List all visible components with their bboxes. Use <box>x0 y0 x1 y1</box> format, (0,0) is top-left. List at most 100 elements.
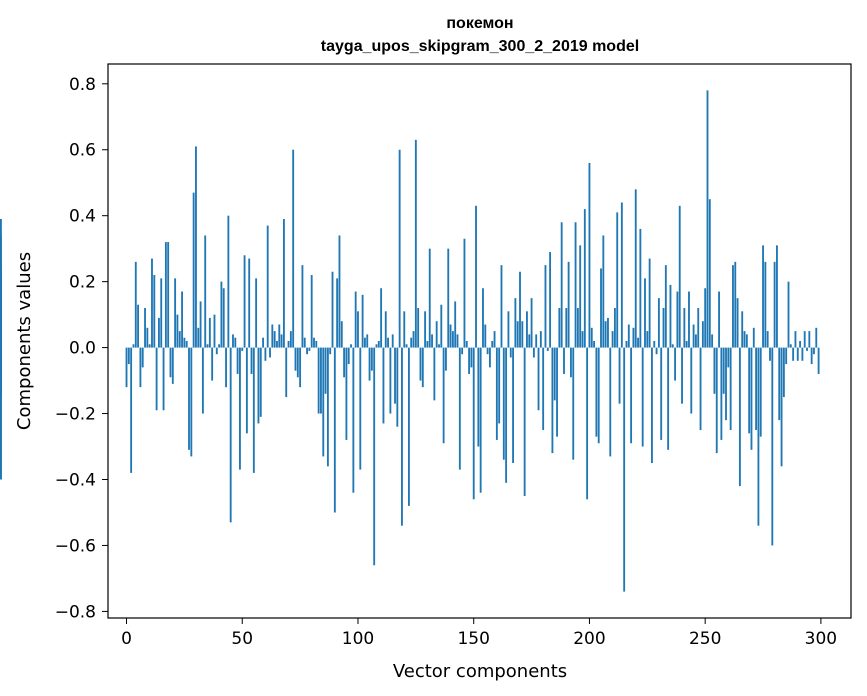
bar <box>803 331 806 348</box>
bar <box>572 347 575 460</box>
bar <box>340 321 343 348</box>
bar <box>137 304 140 348</box>
bar <box>206 344 209 348</box>
bar <box>370 347 373 371</box>
bar <box>535 334 538 348</box>
bar <box>389 347 392 414</box>
bar <box>201 347 204 414</box>
bar <box>463 238 466 348</box>
bar <box>706 90 709 348</box>
bar <box>486 347 489 355</box>
bar <box>493 331 496 348</box>
x-tick-label: 50 <box>231 629 253 649</box>
bar <box>711 334 714 348</box>
bar <box>660 347 663 440</box>
bar <box>641 347 644 447</box>
bar <box>551 347 554 454</box>
bar <box>773 261 776 348</box>
bar <box>748 347 751 434</box>
bar <box>542 347 545 431</box>
axes-group: 0 50 100 150 200 250 300 −0.8 −0.6 −0.4 −0.2 0.0 0.2… <box>55 75 837 649</box>
bar <box>271 324 274 348</box>
bar <box>565 308 568 348</box>
bar <box>364 337 366 348</box>
bar <box>699 347 702 431</box>
bar <box>359 347 362 470</box>
bar <box>0 235 2 348</box>
bar <box>252 347 255 473</box>
bar <box>164 242 167 348</box>
bar <box>414 139 417 348</box>
bar <box>528 334 531 348</box>
bar <box>160 278 163 348</box>
bar <box>431 334 433 348</box>
bar <box>549 251 552 348</box>
bar <box>241 347 244 351</box>
bar <box>757 347 760 526</box>
bar <box>644 278 646 348</box>
bar <box>556 347 558 437</box>
bar <box>681 347 683 404</box>
bar <box>530 298 533 348</box>
bar <box>361 294 364 348</box>
bar <box>396 347 399 427</box>
y-tick-label: 0.2 <box>69 273 96 293</box>
bar <box>734 261 737 348</box>
bar <box>718 291 720 348</box>
bar <box>780 347 783 467</box>
bar <box>211 347 214 381</box>
bar <box>720 347 723 440</box>
bar <box>245 347 248 434</box>
bar <box>350 344 352 348</box>
bar <box>646 331 649 348</box>
bar <box>162 347 165 411</box>
x-tick-label: 0 <box>121 629 132 649</box>
bar <box>752 327 755 348</box>
bar <box>213 314 216 348</box>
bar <box>704 288 707 348</box>
bar <box>586 347 589 500</box>
bar <box>336 278 339 348</box>
bar <box>394 347 396 404</box>
bar <box>581 331 584 348</box>
bar <box>347 347 350 365</box>
bar <box>192 192 195 348</box>
bar <box>419 347 422 381</box>
bar <box>648 258 651 348</box>
bar <box>232 334 234 348</box>
bar <box>250 347 253 374</box>
bar <box>651 347 653 464</box>
bar <box>759 347 762 437</box>
bar <box>694 334 697 348</box>
y-tick-label: −0.8 <box>55 602 96 622</box>
bar <box>815 327 818 348</box>
bar <box>454 301 457 348</box>
bar <box>468 347 471 374</box>
bar <box>505 347 508 483</box>
bar <box>424 311 427 348</box>
y-tick-label: −0.6 <box>55 536 96 556</box>
bar <box>354 291 357 348</box>
bar <box>794 331 797 348</box>
bar <box>771 347 774 546</box>
bar <box>315 341 318 348</box>
bar <box>637 337 639 348</box>
bar <box>0 347 2 480</box>
bar <box>421 347 424 388</box>
bar <box>688 291 690 348</box>
bar <box>507 311 510 348</box>
bar <box>438 344 440 348</box>
bar <box>132 344 135 348</box>
bar <box>158 317 160 348</box>
bar <box>741 311 744 348</box>
bar <box>375 344 378 348</box>
bar <box>299 347 302 388</box>
bar <box>301 265 304 348</box>
bar <box>484 324 487 348</box>
bar <box>512 347 514 464</box>
bar <box>722 347 725 394</box>
bar <box>303 337 306 348</box>
bar <box>461 347 464 355</box>
bar <box>456 334 459 348</box>
